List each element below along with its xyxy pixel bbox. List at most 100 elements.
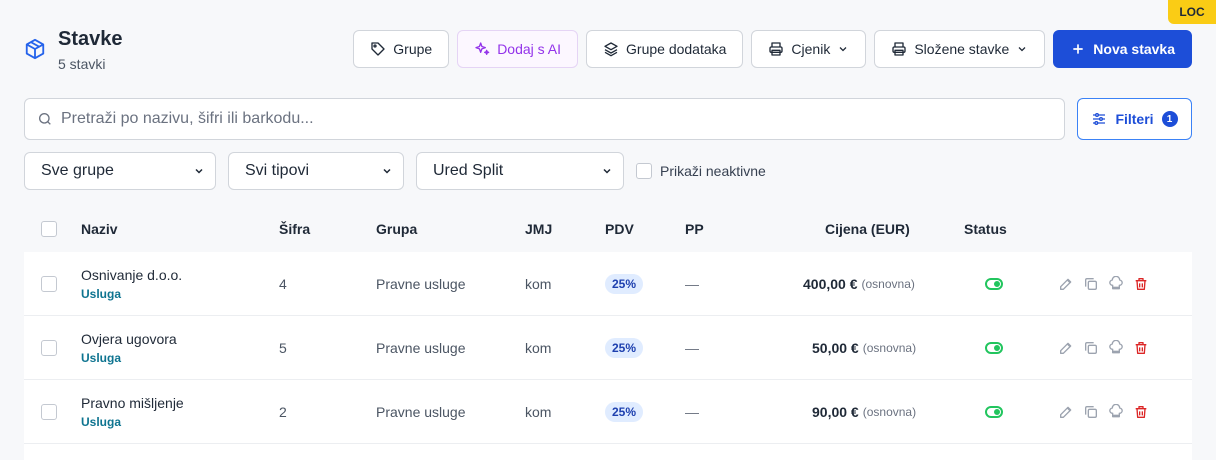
copy-icon[interactable] bbox=[1083, 340, 1099, 356]
table-row[interactable]: Pravno mišljenje Usluga 2 Pravne usluge … bbox=[24, 380, 1192, 444]
page-header: Stavke 5 stavki Grupe Dodaj s AI Grupe d… bbox=[24, 28, 1192, 72]
row-checkbox[interactable] bbox=[41, 340, 57, 356]
tag-icon bbox=[371, 42, 385, 56]
trash-icon[interactable] bbox=[1133, 276, 1149, 292]
item-type: Usluga bbox=[81, 287, 122, 301]
trash-icon[interactable] bbox=[1133, 340, 1149, 356]
addon-groups-button[interactable]: Grupe dodataka bbox=[586, 30, 744, 68]
item-name[interactable]: Pravno mišljenje bbox=[81, 395, 184, 411]
column-status[interactable]: Status bbox=[964, 221, 1007, 237]
column-price[interactable]: Cijena (EUR) bbox=[825, 221, 910, 237]
printer-icon bbox=[769, 42, 784, 56]
show-inactive-label: Prikaži neaktivne bbox=[660, 163, 766, 179]
item-price-note: (osnovna) bbox=[862, 341, 917, 355]
item-type: Usluga bbox=[81, 415, 122, 429]
show-inactive-toggle[interactable]: Prikaži neaktivne bbox=[636, 163, 766, 179]
column-group[interactable]: Grupa bbox=[376, 221, 418, 237]
edit-icon[interactable] bbox=[1058, 404, 1074, 420]
item-code: 5 bbox=[279, 340, 287, 356]
table-header: Naziv Šifra Grupa JMJ PDV PP Cijena (EUR… bbox=[24, 208, 1192, 250]
column-unit[interactable]: JMJ bbox=[525, 221, 553, 237]
item-unit: kom bbox=[525, 340, 552, 356]
item-unit: kom bbox=[525, 404, 552, 420]
table-row[interactable]: Ovjera ugovora Usluga 5 Pravne usluge ko… bbox=[24, 316, 1192, 380]
column-vat[interactable]: PDV bbox=[605, 221, 634, 237]
addon-groups-label: Grupe dodataka bbox=[626, 41, 727, 57]
sliders-icon bbox=[1093, 113, 1106, 125]
groups-button-label: Grupe bbox=[393, 41, 433, 57]
page-title: Stavke bbox=[58, 28, 123, 50]
item-price-note: (osnovna) bbox=[862, 405, 917, 419]
type-select-value: Svi tipovi bbox=[245, 162, 310, 179]
chef-hat-icon[interactable] bbox=[1108, 340, 1124, 356]
office-select-value: Ured Split bbox=[433, 162, 504, 179]
table-row[interactable]: Osnivanje d.o.o. Usluga 4 Pravne usluge … bbox=[24, 252, 1192, 316]
filters-button[interactable]: Filteri 1 bbox=[1077, 98, 1192, 140]
pricelist-label: Cjenik bbox=[791, 41, 831, 57]
item-name[interactable]: Osnivanje d.o.o. bbox=[81, 267, 183, 283]
table-row[interactable] bbox=[24, 444, 1192, 460]
item-pp: — bbox=[685, 340, 699, 356]
printer-icon bbox=[892, 42, 906, 56]
chef-hat-icon[interactable] bbox=[1108, 404, 1124, 420]
composite-items-label: Složene stavke bbox=[914, 41, 1010, 57]
status-toggle-icon[interactable] bbox=[985, 342, 1003, 354]
item-pp: — bbox=[685, 276, 699, 292]
trash-icon[interactable] bbox=[1133, 404, 1149, 420]
copy-icon[interactable] bbox=[1083, 404, 1099, 420]
column-name[interactable]: Naziv bbox=[81, 221, 118, 237]
column-pp[interactable]: PP bbox=[685, 221, 704, 237]
group-select[interactable]: Sve grupe bbox=[24, 152, 216, 190]
edit-icon[interactable] bbox=[1058, 276, 1074, 292]
groups-button[interactable]: Grupe bbox=[353, 30, 450, 68]
filters-count-badge: 1 bbox=[1161, 111, 1178, 127]
items-table: Osnivanje d.o.o. Usluga 4 Pravne usluge … bbox=[24, 252, 1192, 460]
pricelist-button[interactable]: Cjenik bbox=[751, 30, 867, 68]
edit-icon[interactable] bbox=[1058, 340, 1074, 356]
copy-icon[interactable] bbox=[1083, 276, 1099, 292]
vat-badge: 25% bbox=[605, 402, 644, 422]
package-icon bbox=[25, 38, 45, 60]
item-name[interactable]: Ovjera ugovora bbox=[81, 331, 177, 347]
item-type: Usluga bbox=[81, 351, 122, 365]
add-with-ai-button[interactable]: Dodaj s AI bbox=[457, 30, 579, 68]
type-select[interactable]: Svi tipovi bbox=[228, 152, 404, 190]
row-checkbox[interactable] bbox=[41, 404, 57, 420]
item-code: 4 bbox=[279, 276, 287, 292]
search-input[interactable] bbox=[61, 110, 1064, 128]
loc-badge: LOC bbox=[1168, 0, 1216, 24]
select-all-checkbox[interactable] bbox=[41, 221, 57, 237]
sparkles-icon bbox=[475, 42, 490, 55]
show-inactive-checkbox[interactable] bbox=[636, 163, 652, 179]
search-row: Filteri 1 bbox=[24, 98, 1192, 140]
chevron-down-icon bbox=[839, 47, 847, 52]
office-select[interactable]: Ured Split bbox=[416, 152, 624, 190]
row-checkbox[interactable] bbox=[41, 276, 57, 292]
chevron-down-icon bbox=[195, 168, 203, 174]
group-select-value: Sve grupe bbox=[41, 162, 114, 179]
item-unit: kom bbox=[525, 276, 552, 292]
item-price: 400,00 € bbox=[803, 276, 858, 292]
chef-hat-icon[interactable] bbox=[1108, 276, 1124, 292]
plus-icon bbox=[1073, 44, 1083, 54]
item-count: 5 stavki bbox=[58, 56, 106, 72]
add-with-ai-label: Dodaj s AI bbox=[497, 41, 562, 57]
status-toggle-icon[interactable] bbox=[985, 406, 1003, 418]
header-actions: Grupe Dodaj s AI Grupe dodataka Cjenik S… bbox=[353, 30, 1192, 68]
column-code[interactable]: Šifra bbox=[279, 221, 311, 237]
item-group: Pravne usluge bbox=[376, 276, 466, 292]
vat-badge: 25% bbox=[605, 338, 644, 358]
item-code: 2 bbox=[279, 404, 287, 420]
search-box bbox=[24, 98, 1065, 140]
filters-row: Sve grupe Svi tipovi Ured Split Prikaži … bbox=[24, 152, 766, 190]
item-price-note: (osnovna) bbox=[861, 277, 915, 291]
composite-items-button[interactable]: Složene stavke bbox=[874, 30, 1046, 68]
new-item-button[interactable]: Nova stavka bbox=[1053, 30, 1192, 68]
chevron-down-icon bbox=[383, 168, 391, 174]
chevron-down-icon bbox=[1018, 47, 1026, 52]
item-group: Pravne usluge bbox=[376, 340, 466, 356]
item-pp: — bbox=[685, 404, 699, 420]
chevron-down-icon bbox=[603, 168, 611, 174]
layers-icon bbox=[604, 42, 618, 57]
status-toggle-icon[interactable] bbox=[985, 278, 1003, 290]
